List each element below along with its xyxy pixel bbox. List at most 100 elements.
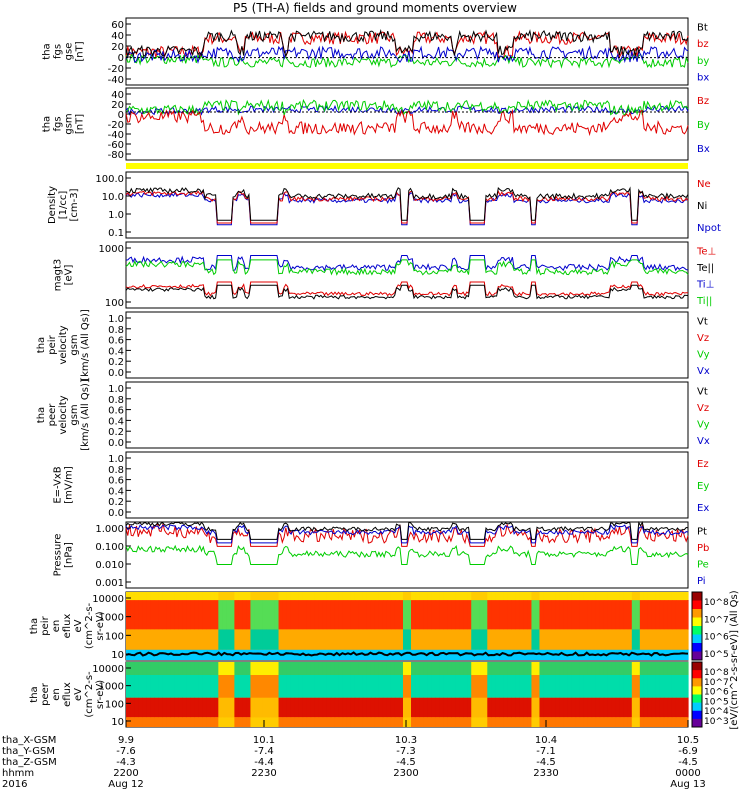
- heatmap-cell: [683, 592, 689, 601]
- heatmap-cell: [451, 592, 456, 601]
- heatmap-cell: [386, 592, 392, 601]
- heatmap-cell: [198, 697, 203, 718]
- heatmap-cell: [579, 675, 585, 698]
- heatmap-cell: [238, 697, 244, 718]
- heatmap-cell: [615, 717, 621, 727]
- heatmap-cell: [663, 629, 669, 650]
- heatmap-cell: [463, 697, 468, 718]
- legend-peir_vel-Vy: Vy: [697, 349, 710, 360]
- heatmap-cell: [322, 629, 328, 650]
- heatmap-cell: [150, 697, 155, 718]
- heatmap-cell: [567, 717, 573, 727]
- heatmap-cell: [451, 662, 456, 675]
- heatmap-cell: [166, 629, 171, 650]
- heatmap-cell: [595, 662, 601, 675]
- heatmap-cell: [262, 675, 268, 698]
- ylabel-peer_vel: [km/s (All Qs)]: [80, 379, 91, 451]
- heatmap-cell: [370, 592, 376, 601]
- heatmap-cell: [627, 662, 633, 675]
- heatmap-cell: [531, 592, 537, 601]
- heatmap-cell: [238, 717, 244, 727]
- heatmap-cell: [278, 592, 284, 601]
- heatmap-cell: [226, 697, 231, 718]
- heatmap-cell: [519, 592, 525, 601]
- heatmap-cell: [278, 600, 284, 630]
- heatmap-cell: [523, 662, 529, 675]
- heatmap-cell: [246, 592, 252, 601]
- heatmap-cell: [407, 649, 412, 660]
- heatmap-cell: [655, 600, 661, 630]
- heatmap-cell: [571, 662, 577, 675]
- heatmap-cell: [595, 629, 601, 650]
- heatmap-cell: [623, 600, 629, 630]
- heatmap-cell: [647, 717, 653, 727]
- heatmap-cell: [338, 717, 344, 727]
- heatmap-cell: [214, 662, 219, 675]
- heatmap-cell: [326, 629, 332, 650]
- heatmap-cell: [346, 697, 352, 718]
- heatmap-cell: [575, 697, 581, 718]
- heatmap-cell: [138, 629, 143, 650]
- heatmap-cell: [202, 592, 207, 601]
- panel-frame-peir_vel: [125, 311, 689, 379]
- heatmap-cell: [318, 600, 324, 630]
- heatmap-cell: [583, 717, 589, 727]
- heatmap-cell: [499, 600, 504, 630]
- heatmap-cell: [326, 600, 332, 630]
- xaxis-value: -4.5: [396, 757, 416, 768]
- ylabel-peir_spec: eflux: [62, 614, 73, 639]
- xaxis-value: 2200: [113, 768, 138, 779]
- ylabel-peer_spec: tha: [29, 686, 40, 702]
- heatmap-cell: [503, 675, 508, 698]
- heatmap-cell: [623, 592, 629, 601]
- ytick-label-fgs_gse: 0: [118, 53, 124, 64]
- heatmap-cell: [451, 649, 456, 660]
- heatmap-cell: [463, 649, 468, 660]
- heatmap-cell: [415, 697, 420, 718]
- heatmap-cell: [382, 662, 388, 675]
- heatmap-cell: [643, 662, 649, 675]
- heatmap-cell: [290, 717, 296, 727]
- heatmap-cell: [310, 592, 316, 601]
- heatmap-cell: [362, 675, 368, 698]
- heatmap-cell: [266, 675, 272, 698]
- heatmap-cell: [499, 697, 504, 718]
- heatmap-cell: [358, 717, 364, 727]
- series-line-pressure-Pt: [125, 520, 689, 540]
- heatmap-cell: [242, 662, 248, 675]
- heatmap-cell: [154, 662, 159, 675]
- heatmap-cell: [647, 697, 653, 718]
- ytick-label-fgs_gsm: -40: [108, 130, 124, 141]
- heatmap-cell: [635, 662, 641, 675]
- heatmap-cell: [146, 649, 151, 660]
- heatmap-cell: [178, 675, 183, 698]
- heatmap-cell: [334, 662, 340, 675]
- heatmap-cell: [330, 675, 336, 698]
- heatmap-cell: [543, 592, 549, 601]
- heatmap-cell: [314, 600, 320, 630]
- heatmap-cell: [370, 697, 376, 718]
- heatmap-cell: [679, 629, 685, 650]
- heatmap-cell: [659, 675, 665, 698]
- heatmap-cell: [675, 717, 681, 727]
- heatmap-cell: [627, 629, 633, 650]
- heatmap-cell: [487, 592, 492, 601]
- ytick-label-pressure: 1.000: [95, 524, 124, 535]
- heatmap-cell: [595, 717, 601, 727]
- heatmap-cell: [451, 697, 456, 718]
- heatmap-cell: [266, 629, 272, 650]
- heatmap-cell: [675, 592, 681, 601]
- colorbar-tick-peer_spec: 10^8: [704, 668, 729, 678]
- colorbar-tick-peir_spec: 10^5: [704, 650, 729, 660]
- ylabel-temp: magt3: [53, 259, 64, 292]
- heatmap-cell: [262, 697, 268, 718]
- heatmap-cell: [423, 697, 428, 718]
- heatmap-cell: [310, 697, 316, 718]
- heatmap-cell: [603, 600, 609, 630]
- heatmap-cell: [651, 649, 657, 660]
- heatmap-cell: [126, 675, 131, 698]
- xaxis-value: -7.1: [536, 746, 556, 757]
- heatmap-cell: [507, 629, 512, 650]
- heatmap-cell: [298, 592, 304, 601]
- heatmap-cell: [326, 649, 332, 660]
